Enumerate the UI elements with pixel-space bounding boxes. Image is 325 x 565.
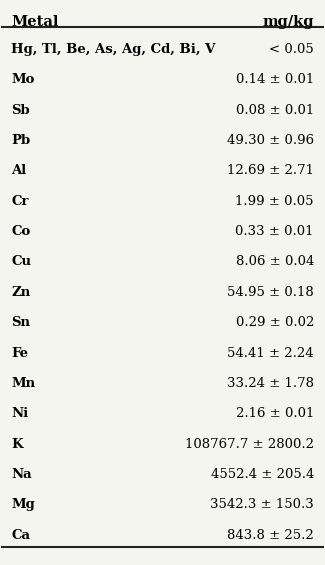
- Text: Metal: Metal: [11, 15, 58, 29]
- Text: Sn: Sn: [11, 316, 30, 329]
- Text: 49.30 ± 0.96: 49.30 ± 0.96: [227, 134, 314, 147]
- Text: 0.29 ± 0.02: 0.29 ± 0.02: [236, 316, 314, 329]
- Text: 843.8 ± 25.2: 843.8 ± 25.2: [227, 529, 314, 542]
- Text: 54.95 ± 0.18: 54.95 ± 0.18: [227, 286, 314, 299]
- Text: Sb: Sb: [11, 104, 30, 117]
- Text: Mg: Mg: [11, 498, 35, 511]
- Text: 54.41 ± 2.24: 54.41 ± 2.24: [227, 346, 314, 359]
- Text: Na: Na: [11, 468, 32, 481]
- Text: Fe: Fe: [11, 346, 28, 359]
- Text: 1.99 ± 0.05: 1.99 ± 0.05: [235, 195, 314, 208]
- Text: 0.08 ± 0.01: 0.08 ± 0.01: [236, 104, 314, 117]
- Text: 12.69 ± 2.71: 12.69 ± 2.71: [227, 164, 314, 177]
- Text: Mn: Mn: [11, 377, 35, 390]
- Text: 33.24 ± 1.78: 33.24 ± 1.78: [227, 377, 314, 390]
- Text: 2.16 ± 0.01: 2.16 ± 0.01: [236, 407, 314, 420]
- Text: mg/kg: mg/kg: [263, 15, 314, 29]
- Text: Hg, Tl, Be, As, Ag, Cd, Bi, V: Hg, Tl, Be, As, Ag, Cd, Bi, V: [11, 43, 215, 56]
- Text: 0.33 ± 0.01: 0.33 ± 0.01: [235, 225, 314, 238]
- Text: 8.06 ± 0.04: 8.06 ± 0.04: [236, 255, 314, 268]
- Text: 4552.4 ± 205.4: 4552.4 ± 205.4: [211, 468, 314, 481]
- Text: Cu: Cu: [11, 255, 31, 268]
- Text: Ca: Ca: [11, 529, 30, 542]
- Text: Zn: Zn: [11, 286, 30, 299]
- Text: < 0.05: < 0.05: [269, 43, 314, 56]
- Text: 108767.7 ± 2800.2: 108767.7 ± 2800.2: [185, 438, 314, 451]
- Text: 0.14 ± 0.01: 0.14 ± 0.01: [236, 73, 314, 86]
- Text: Ni: Ni: [11, 407, 28, 420]
- Text: Mo: Mo: [11, 73, 34, 86]
- Text: 3542.3 ± 150.3: 3542.3 ± 150.3: [210, 498, 314, 511]
- Text: Cr: Cr: [11, 195, 29, 208]
- Text: Co: Co: [11, 225, 30, 238]
- Text: Pb: Pb: [11, 134, 30, 147]
- Text: K: K: [11, 438, 23, 451]
- Text: Al: Al: [11, 164, 26, 177]
